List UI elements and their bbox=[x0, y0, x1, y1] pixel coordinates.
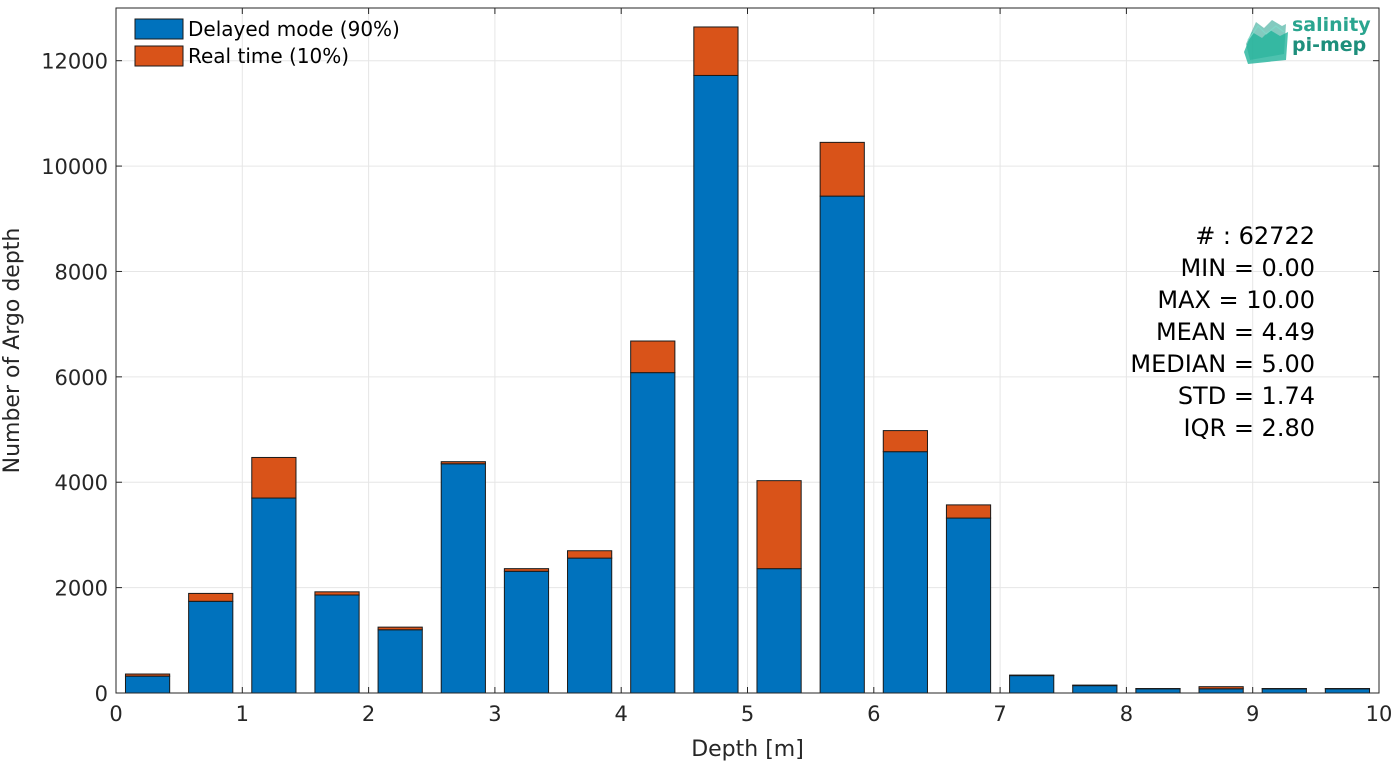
logo-text-line1: salinity bbox=[1292, 14, 1371, 36]
y-tick-label: 6000 bbox=[55, 366, 108, 390]
logo-text-line2: pi-mep bbox=[1292, 34, 1367, 56]
bar-delayed-mode bbox=[188, 600, 234, 694]
bar-real-time bbox=[1009, 674, 1055, 677]
bar-delayed-mode bbox=[1198, 688, 1244, 694]
bar-delayed-mode bbox=[1135, 688, 1181, 694]
x-tick-label: 4 bbox=[615, 702, 628, 726]
x-tick-label: 8 bbox=[1120, 702, 1133, 726]
x-tick-label: 1 bbox=[236, 702, 249, 726]
statistics-annotation: # : 62722 MIN = 0.00 MAX = 10.00 MEAN = 4.4… bbox=[1130, 222, 1315, 442]
x-tick-label: 9 bbox=[1246, 702, 1259, 726]
bars bbox=[124, 26, 1371, 694]
y-tick-label: 12000 bbox=[41, 50, 108, 74]
wave-logo-icon bbox=[1244, 20, 1288, 64]
bar-real-time bbox=[1072, 684, 1118, 687]
bar-delayed-mode bbox=[1072, 685, 1118, 694]
x-axis-label: Depth [m] bbox=[691, 737, 804, 762]
bar-real-time bbox=[693, 26, 739, 76]
bar-delayed-mode bbox=[377, 629, 423, 694]
bar-real-time bbox=[124, 673, 171, 677]
legend-swatch bbox=[134, 45, 184, 67]
bar-delayed-mode bbox=[1009, 675, 1055, 694]
bar-delayed-mode bbox=[819, 195, 865, 694]
bar-real-time bbox=[1198, 686, 1244, 690]
x-tick-label: 7 bbox=[993, 702, 1006, 726]
bar-delayed-mode bbox=[251, 497, 297, 694]
bar-real-time bbox=[945, 504, 992, 519]
bar-real-time bbox=[756, 480, 802, 570]
bar-real-time bbox=[503, 568, 550, 572]
bar-delayed-mode bbox=[693, 74, 739, 694]
annotation-line: # : 62722 bbox=[1195, 222, 1315, 250]
bar-real-time bbox=[314, 591, 360, 596]
bar-delayed-mode bbox=[567, 557, 613, 694]
bar-delayed-mode bbox=[756, 568, 802, 694]
annotation-line: MEDIAN = 5.00 bbox=[1130, 350, 1315, 378]
y-tick-label: 2000 bbox=[55, 577, 108, 601]
legend-swatch bbox=[134, 18, 184, 40]
bar-delayed-mode bbox=[440, 463, 486, 694]
bar-real-time bbox=[882, 430, 928, 453]
bar-real-time bbox=[440, 461, 486, 465]
bar-delayed-mode bbox=[1261, 688, 1307, 694]
bar-delayed-mode bbox=[314, 594, 360, 694]
annotation-line: MIN = 0.00 bbox=[1180, 254, 1315, 282]
annotation-line: IQR = 2.80 bbox=[1184, 414, 1315, 442]
bar-real-time bbox=[819, 141, 865, 197]
y-tick-label: 0 bbox=[95, 682, 108, 706]
bar-delayed-mode bbox=[630, 372, 676, 694]
annotation-line: MEAN = 4.49 bbox=[1156, 318, 1315, 346]
x-tick-label: 2 bbox=[362, 702, 375, 726]
bar-delayed-mode bbox=[503, 570, 550, 694]
y-axis-label: Number of Argo depth bbox=[0, 228, 25, 474]
bar-delayed-mode bbox=[124, 675, 171, 694]
x-tick-label: 0 bbox=[109, 702, 122, 726]
bar-real-time bbox=[377, 626, 423, 631]
x-tick-label: 10 bbox=[1366, 702, 1393, 726]
bar-real-time bbox=[251, 456, 297, 499]
bar-delayed-mode bbox=[1324, 688, 1371, 694]
annotation-line: STD = 1.74 bbox=[1178, 382, 1315, 410]
annotation-line: MAX = 10.00 bbox=[1157, 286, 1315, 314]
legend-label: Delayed mode (90%) bbox=[188, 17, 400, 41]
y-tick-label: 4000 bbox=[55, 471, 108, 495]
x-tick-label: 3 bbox=[488, 702, 501, 726]
legend-label: Real time (10%) bbox=[188, 44, 349, 68]
bar-delayed-mode bbox=[945, 517, 992, 694]
legend: Delayed mode (90%) Real time (10%) bbox=[134, 17, 400, 68]
y-tick-label: 8000 bbox=[55, 260, 108, 284]
bar-delayed-mode bbox=[882, 451, 928, 694]
salinity-pimep-logo: salinity pi-mep bbox=[1242, 14, 1372, 64]
bar-real-time bbox=[567, 550, 613, 559]
bar-real-time bbox=[188, 592, 234, 602]
axis-ticks: 0 1 2 3 4 5 6 7 8 9 10 0 2000 4000 6000 8000 10000 12000 bbox=[41, 8, 1392, 726]
x-tick-label: 5 bbox=[741, 702, 754, 726]
x-tick-label: 6 bbox=[867, 702, 880, 726]
bar-real-time bbox=[630, 340, 676, 374]
y-tick-label: 10000 bbox=[41, 155, 108, 179]
